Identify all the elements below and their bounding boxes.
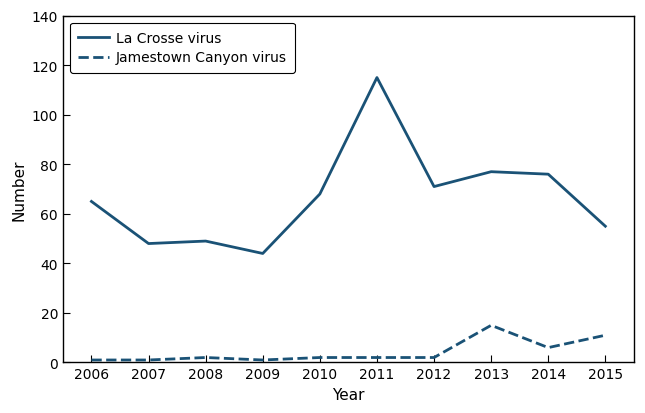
- Jamestown Canyon virus: [430, 355, 438, 360]
- X-axis label: Year: Year: [332, 387, 364, 402]
- La Crosse virus: [88, 199, 95, 204]
- Legend: La Crosse virus, Jamestown Canyon virus: La Crosse virus, Jamestown Canyon virus: [70, 24, 295, 74]
- La Crosse virus: [144, 242, 152, 247]
- Jamestown Canyon virus: [373, 355, 381, 360]
- Jamestown Canyon virus: [544, 345, 552, 350]
- Jamestown Canyon virus: [316, 355, 324, 360]
- La Crosse virus: [544, 172, 552, 177]
- Jamestown Canyon virus: [144, 358, 152, 363]
- Line: La Crosse virus: La Crosse virus: [92, 78, 606, 254]
- La Crosse virus: [602, 224, 610, 229]
- La Crosse virus: [316, 192, 324, 197]
- Jamestown Canyon virus: [88, 358, 95, 363]
- La Crosse virus: [430, 185, 438, 190]
- Jamestown Canyon virus: [602, 333, 610, 338]
- La Crosse virus: [202, 239, 210, 244]
- Line: Jamestown Canyon virus: Jamestown Canyon virus: [92, 325, 606, 360]
- Jamestown Canyon virus: [259, 358, 266, 363]
- Jamestown Canyon virus: [202, 355, 210, 360]
- Jamestown Canyon virus: [487, 323, 495, 328]
- La Crosse virus: [373, 76, 381, 81]
- Y-axis label: Number: Number: [11, 159, 26, 220]
- La Crosse virus: [487, 170, 495, 175]
- La Crosse virus: [259, 252, 266, 256]
